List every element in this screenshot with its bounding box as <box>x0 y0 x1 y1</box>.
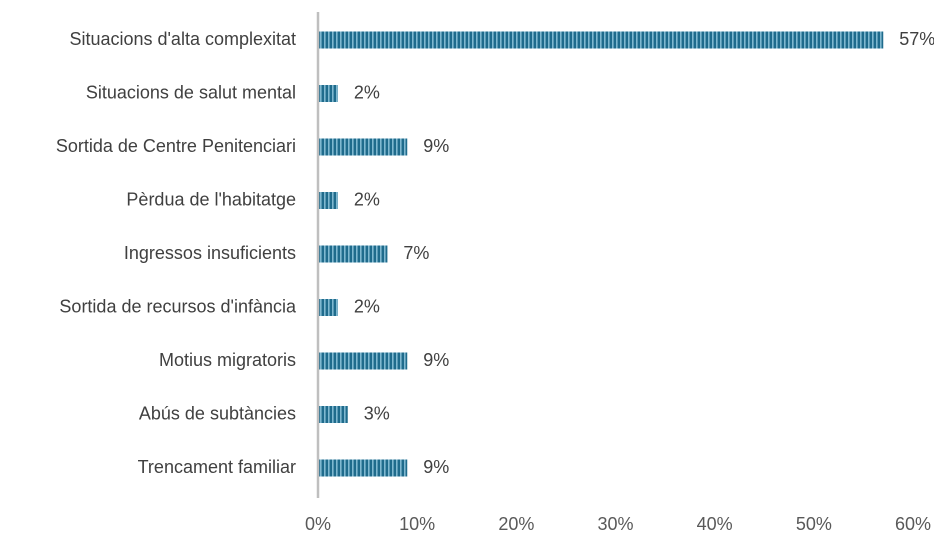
data-label: 9% <box>423 136 449 156</box>
bar <box>318 245 388 263</box>
category-label: Situacions d'alta complexitat <box>69 29 296 49</box>
category-label: Motius migratoris <box>159 350 296 370</box>
data-label: 3% <box>364 403 390 423</box>
category-label: Ingressos insuficients <box>124 243 296 263</box>
category-label: Sortida de Centre Penitenciari <box>56 136 296 156</box>
data-label: 9% <box>423 350 449 370</box>
category-label: Trencament familiar <box>138 457 296 477</box>
x-tick-label: 30% <box>597 514 633 534</box>
data-label: 2% <box>354 82 380 102</box>
data-label: 9% <box>423 457 449 477</box>
data-label: 7% <box>403 243 429 263</box>
bar <box>318 138 408 156</box>
category-label: Pèrdua de l'habitatge <box>126 189 296 209</box>
x-tick-label: 60% <box>895 514 931 534</box>
x-tick-label: 0% <box>305 514 331 534</box>
data-label: 2% <box>354 189 380 209</box>
data-label: 57% <box>899 29 934 49</box>
bar <box>318 31 884 49</box>
category-label: Situacions de salut mental <box>86 82 296 102</box>
bar <box>318 406 348 423</box>
bar <box>318 459 408 477</box>
bar <box>318 85 338 102</box>
bars-layer <box>318 31 884 477</box>
x-tick-label: 10% <box>399 514 435 534</box>
bar <box>318 299 338 316</box>
x-tick-label: 40% <box>697 514 733 534</box>
data-label: 2% <box>354 296 380 316</box>
category-label: Abús de subtàncies <box>139 403 296 423</box>
x-tick-label: 50% <box>796 514 832 534</box>
x-tick-label: 20% <box>498 514 534 534</box>
labels-layer: Situacions d'alta complexitat 57% Situacio… <box>56 29 934 534</box>
bar <box>318 352 408 370</box>
bar <box>318 192 338 209</box>
category-label: Sortida de recursos d'infància <box>59 296 297 316</box>
